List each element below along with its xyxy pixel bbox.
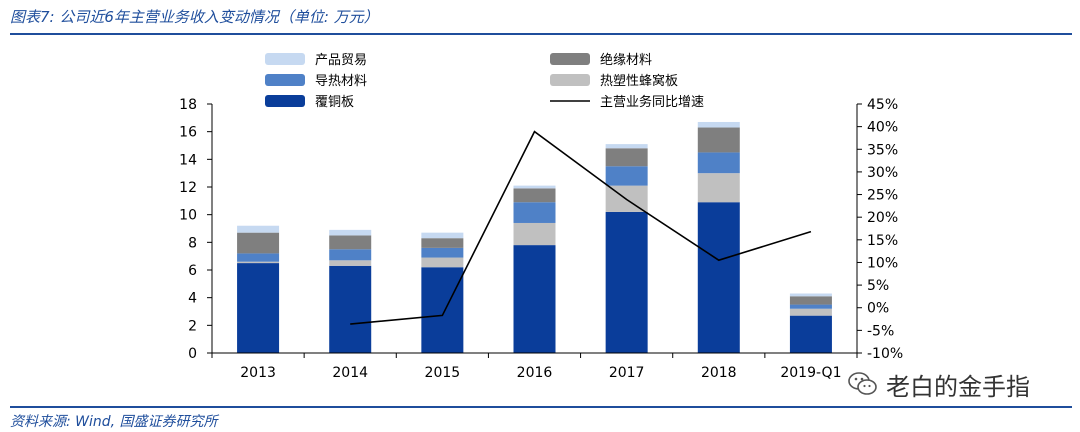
legend-swatch-thermal: [265, 74, 305, 86]
right-tick-label: 5%: [867, 278, 889, 294]
source-note: 资料来源: Wind, 国盛证券研究所: [10, 414, 218, 430]
bar-insulation: [789, 296, 832, 305]
watermark: 老白的金手指: [848, 368, 1030, 401]
bar-insulation: [697, 127, 740, 153]
right-tick-label: -5%: [867, 323, 894, 339]
legend-label-insulation: 绝缘材料: [600, 52, 652, 68]
left-tick-label: 10: [179, 208, 197, 224]
legend-swatch-insulation: [550, 53, 590, 65]
left-tick-label: 6: [188, 263, 197, 279]
legend-swatch-product_trade: [265, 53, 305, 65]
left-tick-label: 4: [188, 291, 197, 307]
right-tick-label: 15%: [867, 233, 898, 249]
bar-product_trade: [421, 232, 464, 239]
bar-copper: [237, 263, 280, 353]
right-tick-label: 45%: [867, 97, 898, 113]
bar-thermal: [605, 166, 648, 186]
x-tick-label: 2019-Q1: [780, 365, 841, 381]
right-tick-label: -10%: [867, 346, 903, 362]
bar-insulation: [421, 238, 464, 248]
x-tick-label: 2015: [425, 365, 461, 381]
axes-group: 0 2 4 6 8 10 12 14 16 18 -10% -5% 0% 5% 10% 15% 20% 25% 30…: [179, 97, 903, 381]
legend-label-growth_line: 主营业务同比增速: [600, 94, 704, 110]
legend-label-honeycomb: 热塑性蜂窝板: [600, 73, 678, 89]
wechat-icon: [848, 372, 877, 395]
bars-group: [237, 121, 832, 353]
bottom-rule: [10, 406, 1072, 408]
bar-insulation: [605, 148, 648, 167]
bar-thermal: [697, 152, 740, 174]
bar-honeycomb: [329, 260, 372, 266]
bar-thermal: [513, 202, 556, 223]
right-tick-label: 10%: [867, 255, 898, 271]
bar-product_trade: [605, 144, 648, 149]
bar-honeycomb: [789, 308, 832, 316]
bar-product_trade: [513, 185, 556, 189]
bar-product_trade: [329, 229, 372, 236]
x-tick-label: 2014: [332, 365, 368, 381]
bar-honeycomb: [513, 222, 556, 246]
bar-product_trade: [237, 225, 280, 233]
right-tick-label: 0%: [867, 301, 889, 317]
bar-copper: [513, 245, 556, 353]
bar-insulation: [237, 232, 280, 254]
legend-swatch-honeycomb: [550, 74, 590, 86]
bar-copper: [605, 211, 648, 353]
bar-copper: [421, 267, 464, 353]
x-tick-label: 2018: [701, 365, 737, 381]
right-tick-label: 30%: [867, 165, 898, 181]
left-tick-label: 0: [188, 346, 197, 362]
left-tick-label: 8: [188, 235, 197, 251]
right-tick-label: 25%: [867, 188, 898, 204]
figure-title: 图表7: 公司近6年主营业务收入变动情况（单位: 万元）: [10, 8, 379, 26]
bar-insulation: [329, 235, 372, 250]
left-tick-label: 16: [179, 125, 197, 141]
left-tick-label: 14: [179, 152, 197, 168]
legend-swatch-copper: [265, 95, 305, 107]
left-tick-label: 2: [188, 318, 197, 334]
left-tick-label: 12: [179, 180, 197, 196]
bar-honeycomb: [237, 261, 280, 264]
bar-thermal: [421, 247, 464, 258]
bar-honeycomb: [697, 173, 740, 203]
bar-insulation: [513, 188, 556, 203]
left-tick-label: 18: [179, 97, 197, 113]
growth-line-group: [350, 130, 812, 325]
bar-honeycomb: [421, 257, 464, 268]
growth-line: [350, 130, 812, 325]
x-tick-label: 2017: [609, 365, 645, 381]
legend-label-thermal: 导热材料: [315, 74, 367, 89]
bar-thermal: [329, 249, 372, 261]
bar-thermal: [789, 304, 832, 309]
bar-thermal: [237, 253, 280, 262]
right-tick-label: 40%: [867, 120, 898, 136]
right-tick-label: 20%: [867, 210, 898, 226]
x-tick-label: 2016: [517, 365, 553, 381]
legend-label-product_trade: 产品贸易: [315, 53, 367, 68]
bar-product_trade: [789, 293, 832, 297]
bar-copper: [697, 202, 740, 353]
right-tick-label: 35%: [867, 142, 898, 158]
x-tick-label: 2013: [240, 365, 276, 381]
bar-copper: [789, 315, 832, 353]
top-rule: [10, 33, 1072, 35]
bar-copper: [329, 265, 372, 353]
legend-label-copper: 覆铜板: [315, 95, 354, 110]
bar-product_trade: [697, 121, 740, 128]
watermark-text: 老白的金手指: [886, 372, 1030, 401]
